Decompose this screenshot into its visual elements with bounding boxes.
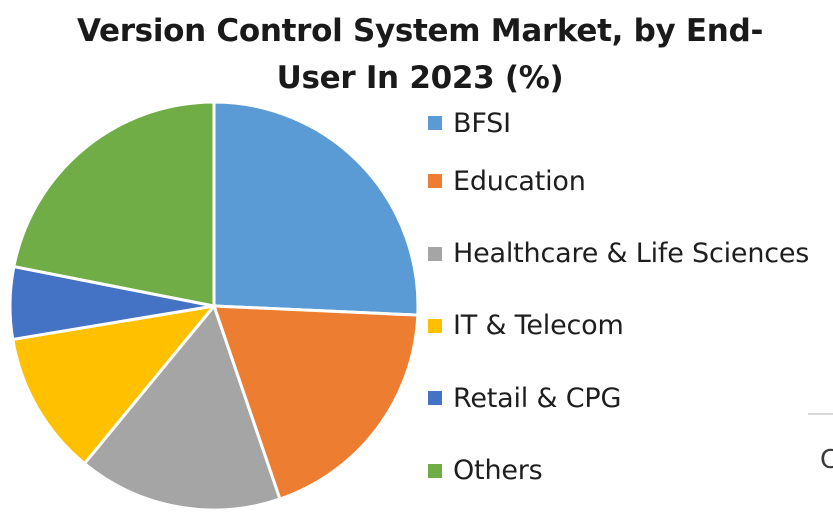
legend-label-others: Others <box>453 455 543 487</box>
legend-label-bfsi: BFSI <box>453 107 511 139</box>
legend-label-education: Education <box>453 165 586 197</box>
legend-swatch-it-telecom <box>428 318 442 333</box>
legend-item-retail-cpg: Retail & CPG <box>428 362 809 434</box>
legend-item-others: Others <box>428 435 809 507</box>
legend-swatch-bfsi <box>428 116 442 130</box>
legend-label-it-telecom: IT & Telecom <box>453 310 624 342</box>
pie-slice-bfsi <box>212 100 420 317</box>
legend-label-retail-cpg: Retail & CPG <box>453 382 622 414</box>
chart-title: Version Control System Market, by End- U… <box>60 8 780 102</box>
legend-swatch-education <box>428 174 442 189</box>
chart-title-line-2: User In 2023 (%) <box>276 60 564 96</box>
legend-swatch-healthcare <box>428 246 442 261</box>
chart-title-line-1: Version Control System Market, by End- <box>76 13 764 49</box>
chart-legend: BFSI Education Healthcare & Life Science… <box>428 101 809 507</box>
legend-item-it-telecom: IT & Telecom <box>428 290 809 362</box>
cropped-divider-line <box>808 413 833 415</box>
cropped-edge-text: C <box>820 445 833 475</box>
pie-slice-it-telecom <box>11 304 216 466</box>
pie-slice-healthcare-life-sciences <box>82 304 282 512</box>
pie-chart <box>8 100 420 512</box>
legend-item-education: Education <box>428 145 809 217</box>
pie-slice-others <box>12 100 216 308</box>
legend-item-healthcare: Healthcare & Life Sciences <box>428 217 809 289</box>
legend-swatch-retail-cpg <box>428 391 442 406</box>
legend-label-healthcare: Healthcare & Life Sciences <box>453 238 810 270</box>
legend-item-bfsi: BFSI <box>428 101 809 145</box>
legend-swatch-others <box>428 463 442 478</box>
